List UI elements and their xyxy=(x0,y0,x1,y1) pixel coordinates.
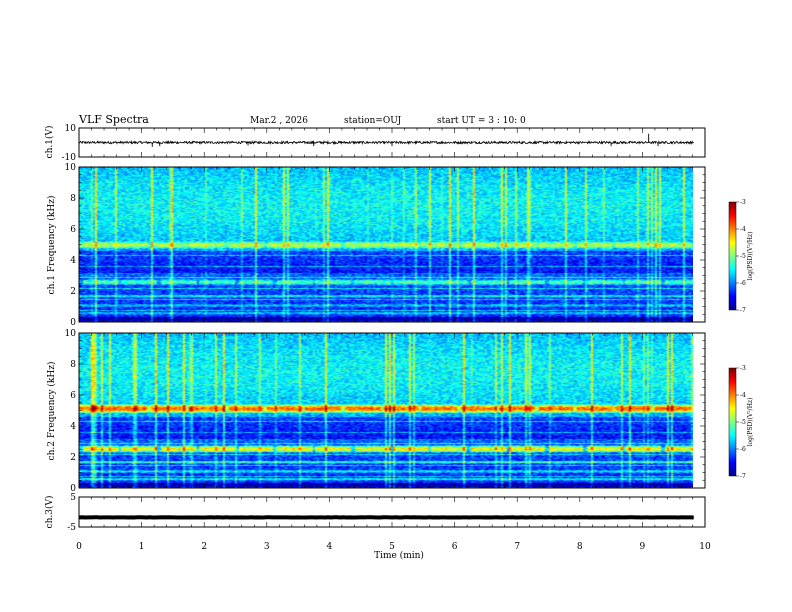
waveform-ch3-panel: 5 -5 ch.3(V) xyxy=(44,493,706,533)
x-tick-label: 10 xyxy=(699,542,711,552)
waveform-ch1-ylabel: ch.1(V) xyxy=(44,126,55,159)
date-label: Mar.2 , 2026 xyxy=(250,116,308,126)
y-tick-label: 2 xyxy=(70,287,76,297)
x-tick-label: 3 xyxy=(264,542,270,552)
spectrogram-ch2-colorbar-ticks: -3 -4 -5 -6 -7 xyxy=(736,365,746,480)
y-tick-label: 0 xyxy=(70,484,76,494)
y-tick-label: 4 xyxy=(70,422,76,432)
waveform-ch1-spikes xyxy=(151,133,659,147)
y-tick-label: 10 xyxy=(65,329,77,339)
x-tick-label: 7 xyxy=(514,542,520,552)
x-tick-label: 4 xyxy=(327,542,333,552)
colorbar-tick-label: -3 xyxy=(740,365,746,372)
waveform-ch1-panel: 10 -10 ch.1(V) xyxy=(44,124,706,163)
colorbar-tick-label: -5 xyxy=(740,419,746,426)
y-tick-label: 2 xyxy=(70,453,76,463)
x-axis-tick-labels: 0 1 2 3 4 5 6 7 8 9 10 xyxy=(76,542,711,552)
colorbar-tick-label: -6 xyxy=(740,446,746,453)
spectrogram-ch1-colorbar xyxy=(728,201,737,311)
spectrogram-ch1-ylabel: ch.1 Frequency (kHz) xyxy=(46,196,57,295)
colorbar-tick-label: -4 xyxy=(740,226,746,233)
y-tick-label: 8 xyxy=(70,194,76,204)
colorbar-tick-label: -3 xyxy=(740,199,746,206)
start-ut-label: start UT = 3 : 10: 0 xyxy=(437,116,526,126)
spectrogram-ch2-colorbar-label: log(PSD)(V²/Hz) xyxy=(747,398,754,447)
spectrogram-ch2-colorbar xyxy=(728,367,737,477)
y-tick-label: 5 xyxy=(70,493,76,503)
x-tick-label: 1 xyxy=(139,542,145,552)
x-axis-ticks xyxy=(78,128,706,527)
x-tick-label: 5 xyxy=(389,542,395,552)
x-axis-label: Time (min) xyxy=(374,550,424,561)
figure-title: VLF Spectra xyxy=(78,113,149,126)
spectrogram-ch1-colorbar-label: log(PSD)(V²/Hz) xyxy=(747,232,754,281)
waveform-ch3-ylabel: ch.3(V) xyxy=(44,496,55,529)
spectrogram-ch1-colorbar-ticks: -3 -4 -5 -6 -7 xyxy=(736,199,746,314)
y-tick-label: -5 xyxy=(67,523,76,533)
y-tick-label: 10 xyxy=(65,163,77,173)
colorbar-tick-label: -7 xyxy=(740,307,746,314)
x-tick-label: 6 xyxy=(452,542,458,552)
waveform-ch1-ytick-labels: 10 -10 xyxy=(62,124,77,163)
waveform-ch1-trace xyxy=(78,139,694,146)
y-tick-label: 10 xyxy=(65,124,77,134)
spectrogram-ch1-ylabel-text: ch.1 Frequency (kHz) xyxy=(46,196,57,295)
y-tick-label: 0 xyxy=(70,318,76,328)
station-label: station=OUJ xyxy=(344,116,402,126)
colorbar-tick-label: -5 xyxy=(740,253,746,260)
colorbar-tick-label: -4 xyxy=(740,392,746,399)
spectrogram-ch2-ytick-labels: 0 2 4 6 8 10 xyxy=(65,329,705,494)
x-tick-label: 8 xyxy=(577,542,583,552)
spectrogram-ch2-image xyxy=(79,333,693,488)
y-tick-label: -10 xyxy=(62,153,77,163)
y-tick-label: 6 xyxy=(70,391,76,401)
spectrogram-ch2-ylabel: ch.2 Frequency (kHz) xyxy=(46,362,57,461)
y-tick-label: 6 xyxy=(70,225,76,235)
y-tick-label: 8 xyxy=(70,360,76,370)
spectrogram-ch1-ytick-labels: 0 2 4 6 8 10 xyxy=(65,163,705,328)
colorbar-tick-label: -7 xyxy=(740,473,746,480)
x-tick-label: 0 xyxy=(76,542,82,552)
spectrogram-ch1-image xyxy=(79,167,693,322)
waveform-ch3-ytick-labels: 5 -5 xyxy=(67,493,76,533)
x-tick-label: 2 xyxy=(201,542,207,552)
colorbar-tick-label: -6 xyxy=(740,280,746,287)
y-tick-label: 4 xyxy=(70,256,76,266)
x-tick-label: 9 xyxy=(640,542,646,552)
spectrogram-ch2-ylabel-text: ch.2 Frequency (kHz) xyxy=(46,362,57,461)
